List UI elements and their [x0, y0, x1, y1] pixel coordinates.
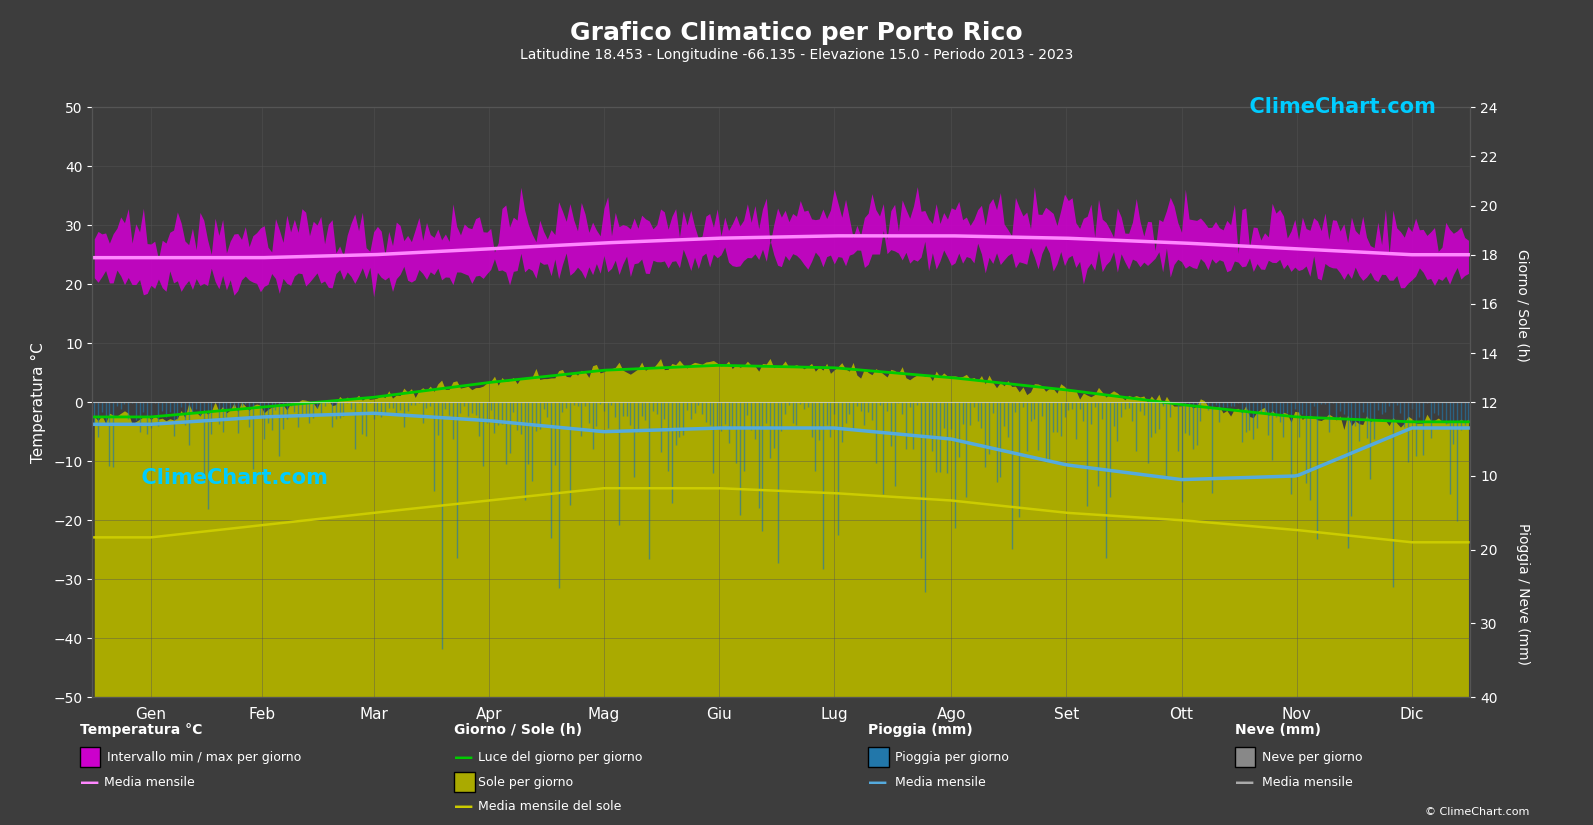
Text: Neve per giorno: Neve per giorno	[1262, 751, 1362, 764]
Text: Giorno / Sole (h): Giorno / Sole (h)	[454, 724, 581, 737]
Text: Pioggia per giorno: Pioggia per giorno	[895, 751, 1008, 764]
Text: Luce del giorno per giorno: Luce del giorno per giorno	[478, 751, 642, 764]
Text: Pioggia / Neve (mm): Pioggia / Neve (mm)	[1517, 523, 1529, 665]
Text: © ClimeChart.com: © ClimeChart.com	[1424, 807, 1529, 817]
Text: —: —	[454, 747, 473, 767]
Text: Temperatura °C: Temperatura °C	[80, 724, 202, 737]
Text: Media mensile: Media mensile	[895, 776, 986, 789]
Text: ClimeChart.com: ClimeChart.com	[127, 469, 328, 488]
Text: Intervallo min / max per giorno: Intervallo min / max per giorno	[107, 751, 301, 764]
Text: Media mensile del sole: Media mensile del sole	[478, 800, 621, 813]
Text: Latitudine 18.453 - Longitudine -66.135 - Elevazione 15.0 - Periodo 2013 - 2023: Latitudine 18.453 - Longitudine -66.135 …	[519, 48, 1074, 62]
Text: Media mensile: Media mensile	[104, 776, 194, 789]
Y-axis label: Temperatura °C: Temperatura °C	[32, 342, 46, 463]
Text: ClimeChart.com: ClimeChart.com	[1235, 97, 1435, 117]
Text: Pioggia (mm): Pioggia (mm)	[868, 724, 973, 737]
Text: Giorno / Sole (h): Giorno / Sole (h)	[1517, 249, 1529, 361]
Text: —: —	[868, 772, 887, 792]
Text: —: —	[80, 772, 99, 792]
Text: —: —	[454, 797, 473, 817]
Text: Media mensile: Media mensile	[1262, 776, 1352, 789]
Text: Grafico Climatico per Porto Rico: Grafico Climatico per Porto Rico	[570, 21, 1023, 45]
Text: Neve (mm): Neve (mm)	[1235, 724, 1321, 737]
Text: —: —	[1235, 772, 1254, 792]
Text: Sole per giorno: Sole per giorno	[478, 776, 573, 789]
